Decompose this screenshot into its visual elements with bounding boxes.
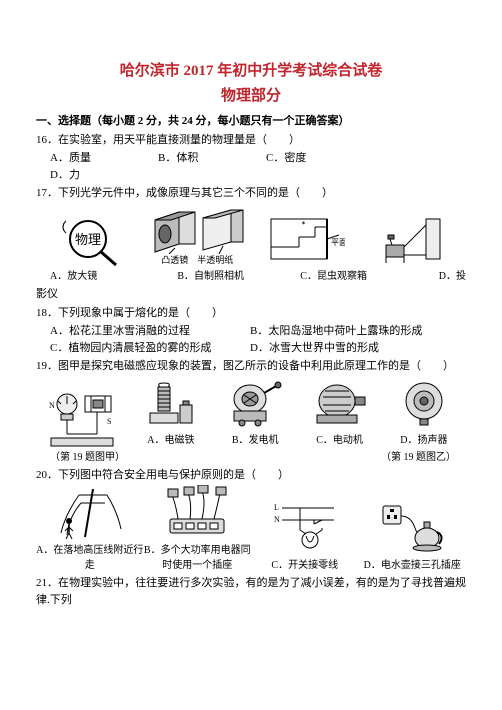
em-induction-icon: N S	[47, 390, 117, 448]
svg-text:N: N	[49, 401, 55, 410]
q16-optD: D．力	[50, 167, 150, 184]
q17-stem: 17．下列光学元件中，成像原理与其它三个不同的是（ ）	[36, 185, 466, 202]
q17-figA: 物理	[36, 217, 144, 267]
q17-capC: C．昆虫观察箱	[277, 269, 390, 284]
kettle-socket-icon	[377, 500, 447, 556]
insect-box-icon: ✶ 平面镜	[265, 215, 345, 267]
q19-bottom-labels: （第 19 题图甲） （第 19 题图乙）	[36, 450, 466, 465]
q20-capC: C．开关接零线	[271, 558, 338, 573]
generator-icon	[226, 377, 284, 431]
q19-figD: D．扬声器	[382, 377, 466, 448]
q17-capB: B．自制照相机	[145, 269, 277, 284]
q20-stem: 20．下列图中符合安全用电与保护原则的是（ ）	[36, 467, 466, 484]
q19-figB: B．发电机	[213, 377, 297, 448]
magnifier-icon: 物理	[60, 217, 120, 267]
q17-figD	[359, 215, 467, 267]
q16-optB: B．体积	[158, 150, 258, 167]
q19-left-label: （第 19 题图甲）	[50, 450, 125, 465]
electromagnet-icon	[146, 377, 196, 431]
q19-figC: C．电动机	[297, 377, 381, 448]
svg-text:L: L	[274, 503, 279, 512]
title-sub: 物理部分	[36, 85, 466, 108]
q19-capA: A．电磁铁	[147, 433, 194, 448]
q16-optA: A．质量	[50, 150, 150, 167]
q16-optC: C．密度	[266, 150, 366, 167]
svg-text:N: N	[274, 515, 280, 524]
q19-capD: D．扬声器	[400, 433, 447, 448]
q17-captions: A．放大镜 B．自制照相机 C．昆虫观察箱 D．投	[50, 269, 466, 284]
q19-figures: N S A．电磁铁	[36, 377, 466, 448]
q20-figB: B．多个大功率用电器同时使用一个插座	[144, 485, 252, 573]
q20-capD: D．电水壶接三孔插座	[364, 558, 461, 573]
q19-fig-left: N S	[36, 390, 129, 448]
q18-stem: 18．下列现象中属于熔化的是（ ）	[36, 305, 466, 322]
svg-text:物理: 物理	[75, 232, 101, 247]
q17-tail: 影仪	[36, 286, 466, 303]
q16-options: A．质量 B．体积 C．密度 D．力	[50, 150, 466, 183]
q18-optD: D．冰雪大世界中雪的形成	[250, 340, 450, 357]
q20-figC: L N C．开关接零线	[251, 500, 359, 573]
q17-figB-labels: 凸透镜 半透明纸	[161, 254, 233, 268]
q18-optA: A．松花江里冰雪消融的过程	[50, 323, 250, 340]
q17-capD: D．投	[390, 269, 466, 284]
q19-figA: A．电磁铁	[129, 377, 213, 448]
speaker-icon	[400, 377, 448, 431]
svg-text:✶: ✶	[301, 220, 306, 227]
q17-figures: 物理 凸透镜 半透明纸	[36, 204, 466, 268]
title-main: 哈尔滨市 2017 年初中升学考试综合试卷	[36, 60, 466, 83]
switch-neutral-icon: L N	[270, 500, 340, 556]
svg-text:平面镜: 平面镜	[331, 237, 345, 247]
q18-options: A．松花江里冰雪消融的过程 B．太阳岛湿地中荷叶上露珠的形成 C．植物园内清晨轻…	[50, 323, 466, 356]
powerline-walk-icon	[55, 485, 125, 541]
q20-capA: A．在落地高压线附近行走	[36, 543, 144, 573]
power-strip-icon	[162, 485, 232, 541]
q19-right-label: （第 19 题图乙）	[381, 450, 456, 465]
q17-figB: 凸透镜 半透明纸	[144, 204, 252, 268]
motor-icon	[311, 377, 369, 431]
q20-figA: A．在落地高压线附近行走	[36, 485, 144, 573]
svg-text:S: S	[107, 417, 111, 426]
q19-capC: C．电动机	[316, 433, 363, 448]
q21-stem: 21．在物理实验中，往往要进行多次实验，有的是为了减小误差，有的是为了寻找普遍规…	[36, 575, 466, 608]
q18-optC: C．植物园内清晨轻盈的雾的形成	[50, 340, 250, 357]
q19-stem: 19．图甲是探究电磁感应现象的装置，图乙所示的设备中利用此原理工作的是（ ）	[36, 358, 466, 375]
q17-capA: A．放大镜	[50, 269, 145, 284]
projector-icon	[382, 215, 442, 267]
q20-capB: B．多个大功率用电器同时使用一个插座	[144, 543, 252, 573]
q20-figures: A．在落地高压线附近行走 B．多个大功率用电器同时使用一个插座	[36, 485, 466, 573]
q18-optB: B．太阳岛湿地中荷叶上露珠的形成	[250, 323, 450, 340]
q19-capB: B．发电机	[232, 433, 279, 448]
q16-stem: 16．在实验室，用天平能直接测量的物理量是（ ）	[36, 132, 466, 149]
q20-figD: D．电水壶接三孔插座	[359, 500, 467, 573]
section-heading: 一、选择题（每小题 2 分，共 24 分，每小题只有一个正确答案）	[36, 113, 466, 130]
q17-figC: ✶ 平面镜	[251, 215, 359, 267]
camera-box-icon	[149, 204, 245, 254]
